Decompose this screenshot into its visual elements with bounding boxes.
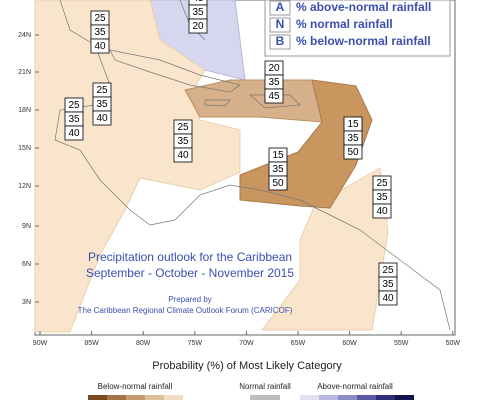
lon-label: 80W	[136, 340, 151, 347]
lon-label: 85W	[84, 340, 99, 347]
outlook-cell	[372, 203, 392, 219]
swatch	[145, 395, 164, 400]
outlook-value: 35	[268, 77, 280, 88]
outlook-cell	[173, 147, 193, 163]
outlook-value: 25	[376, 178, 388, 189]
outlook-value: 35	[376, 192, 388, 203]
outlook-value: 25	[68, 100, 80, 111]
swatch	[164, 395, 183, 400]
lat-label: 12N	[18, 183, 31, 190]
outlook-value: 35	[382, 279, 394, 290]
outlook-value: 45	[268, 91, 280, 102]
outlook-cell	[90, 38, 110, 54]
outlook-value: 40	[177, 150, 189, 161]
outlook-value: 25	[96, 85, 108, 96]
outlook-value: 50	[347, 147, 359, 158]
outlook-value: 40	[382, 293, 394, 304]
key-text: % normal rainfall	[296, 17, 393, 31]
coastline	[204, 99, 231, 107]
outlook-cell	[343, 144, 363, 160]
lon-label: 65W	[291, 340, 306, 347]
outlook-value: 35	[177, 136, 189, 147]
outlook-cell	[268, 175, 288, 191]
outlook-value: 25	[382, 265, 394, 276]
lon-label: 55W	[394, 340, 409, 347]
outlook-value: 50	[272, 178, 284, 189]
outlook-cell	[92, 110, 112, 126]
key-box	[264, 0, 451, 57]
outlook-value: 40	[96, 113, 108, 124]
colorbar-title: Probability (%) of Most Likely Category	[152, 360, 342, 372]
outlook-value: 35	[347, 133, 359, 144]
outlook-value: 15	[272, 150, 284, 161]
outlook-value: 40	[68, 128, 80, 139]
outlook-value: 25	[177, 122, 189, 133]
colorbar-label: Normal rainfall	[239, 382, 291, 391]
swatch	[126, 395, 145, 400]
outlook-value: 35	[94, 27, 106, 38]
key-letter: N	[276, 17, 285, 31]
outlook-value: 25	[94, 13, 106, 24]
swatch	[357, 395, 376, 400]
key-letter: A	[276, 0, 285, 14]
lat-label: 18N	[18, 107, 31, 114]
key-text: % above-normal rainfall	[296, 0, 431, 14]
swatch	[300, 395, 319, 400]
lat-label: 15N	[18, 145, 31, 152]
outlook-value: 45	[192, 0, 204, 4]
below-normal-region	[34, 0, 241, 333]
outlook-value: 20	[268, 63, 280, 74]
swatch	[376, 395, 395, 400]
lat-label: 6N	[22, 261, 31, 268]
lat-label: 3N	[22, 299, 31, 306]
colorbar-label: Below-normal rainfall	[98, 382, 173, 391]
outlook-value: 40	[376, 206, 388, 217]
key-letter: B	[276, 34, 285, 48]
key-letter-box	[269, 17, 291, 33]
outlook-value: 20	[192, 21, 204, 32]
lat-label: 9N	[22, 223, 31, 230]
swatch	[319, 395, 338, 400]
outlook-cell	[264, 88, 284, 104]
lat-label: 21N	[18, 69, 31, 76]
credit: The Caribbean Regional Climate Outlook F…	[78, 306, 293, 315]
key-letter-box	[269, 0, 291, 16]
key-letter-box	[269, 34, 291, 50]
swatch	[107, 395, 126, 400]
coastline	[109, 49, 241, 93]
credit: Prepared by	[168, 295, 212, 304]
lon-label: 60W	[342, 340, 357, 347]
outlook-value: 35	[272, 164, 284, 175]
outlook-value: 35	[68, 114, 80, 125]
swatch	[250, 395, 280, 400]
outlook-value: 35	[96, 99, 108, 110]
map-title: Precipitation outlook for the Caribbean	[88, 250, 292, 264]
lon-label: 90W	[33, 340, 48, 347]
key-text: % below-normal rainfall	[296, 34, 431, 48]
outlook-cell	[188, 18, 208, 34]
colorbar-label: Above-normal rainfall	[317, 382, 393, 391]
lon-label: 50W	[446, 340, 461, 347]
outlook-cell	[378, 290, 398, 306]
outlook-value: 35	[192, 7, 204, 18]
lon-label: 75W	[188, 340, 203, 347]
swatch	[395, 395, 414, 400]
lat-label: 24N	[18, 32, 31, 39]
colorbar	[88, 395, 414, 400]
map-subtitle: September - October - November 2015	[86, 266, 294, 280]
outlook-value: 40	[94, 41, 106, 52]
below-normal-region	[184, 79, 323, 123]
lon-label: 70W	[239, 340, 254, 347]
outlook-value: 15	[347, 119, 359, 130]
outlook-cell	[64, 125, 84, 141]
swatch	[88, 395, 107, 400]
swatch	[338, 395, 357, 400]
